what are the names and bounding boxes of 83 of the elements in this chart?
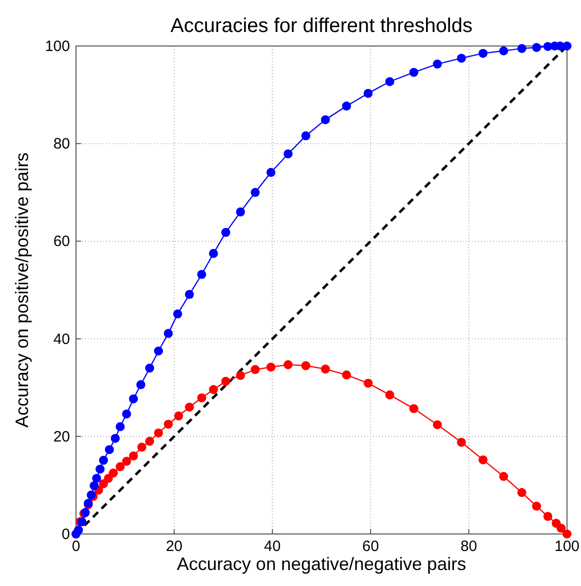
point bbox=[90, 481, 99, 490]
point bbox=[409, 404, 418, 414]
point bbox=[364, 88, 373, 98]
point bbox=[197, 270, 206, 279]
chart-title: Accuracies for different thresholds bbox=[170, 15, 473, 37]
point bbox=[92, 474, 102, 483]
point bbox=[208, 248, 218, 258]
point bbox=[456, 438, 466, 447]
point bbox=[409, 68, 418, 77]
point bbox=[197, 393, 206, 402]
x-tick-label: 20 bbox=[166, 538, 183, 555]
point bbox=[221, 376, 230, 386]
point bbox=[174, 411, 184, 420]
point bbox=[342, 370, 352, 380]
y-axis-title: Accuracy on positive/positive pairs bbox=[12, 152, 32, 428]
point bbox=[478, 48, 488, 58]
point bbox=[478, 455, 488, 464]
y-tick-label: 100 bbox=[44, 38, 70, 55]
point bbox=[108, 468, 118, 478]
point bbox=[145, 436, 154, 446]
point bbox=[320, 364, 330, 374]
point bbox=[136, 380, 146, 390]
point bbox=[499, 46, 508, 56]
point bbox=[164, 328, 173, 338]
point bbox=[145, 364, 154, 373]
point bbox=[154, 428, 163, 438]
point bbox=[364, 378, 373, 388]
x-tick-label: 40 bbox=[264, 538, 281, 555]
y-tick-label: 80 bbox=[53, 136, 70, 153]
point bbox=[110, 434, 120, 443]
point bbox=[184, 402, 194, 412]
point bbox=[74, 526, 83, 535]
point bbox=[96, 464, 105, 474]
x-tick-label: 0 bbox=[72, 538, 80, 555]
point bbox=[116, 422, 125, 432]
point bbox=[432, 60, 442, 69]
x-tick-label: 100 bbox=[554, 538, 580, 555]
x-tick-label: 60 bbox=[362, 538, 379, 555]
point bbox=[562, 42, 572, 50]
y-tick-label: 0 bbox=[62, 526, 70, 543]
point bbox=[301, 131, 310, 140]
point bbox=[250, 365, 260, 374]
point bbox=[116, 462, 125, 472]
point bbox=[154, 346, 163, 356]
point bbox=[432, 420, 442, 430]
point bbox=[221, 228, 230, 237]
point bbox=[122, 409, 132, 418]
point bbox=[122, 456, 132, 466]
point bbox=[236, 370, 245, 380]
y-tick-label: 20 bbox=[53, 428, 70, 446]
point bbox=[266, 168, 276, 177]
point bbox=[499, 472, 508, 481]
point bbox=[456, 54, 466, 63]
point bbox=[556, 524, 566, 533]
point bbox=[128, 451, 138, 460]
point bbox=[164, 420, 173, 429]
point bbox=[208, 385, 218, 394]
point bbox=[517, 44, 526, 53]
x-tick-label: 80 bbox=[460, 538, 478, 555]
point bbox=[532, 502, 542, 511]
y-tick-label: 60 bbox=[53, 233, 70, 250]
point bbox=[250, 188, 260, 197]
point bbox=[284, 149, 293, 158]
point bbox=[320, 115, 330, 124]
point bbox=[236, 207, 245, 216]
point bbox=[342, 102, 352, 111]
point bbox=[184, 290, 194, 299]
point bbox=[137, 442, 146, 452]
point bbox=[104, 445, 114, 454]
point bbox=[562, 530, 572, 538]
point bbox=[543, 512, 552, 521]
point bbox=[517, 488, 526, 498]
point bbox=[385, 77, 394, 86]
x-axis-title: Accuracy on negative/negative pairs bbox=[176, 554, 466, 574]
point bbox=[128, 394, 138, 404]
point bbox=[98, 456, 108, 465]
point bbox=[284, 360, 293, 370]
point bbox=[173, 309, 182, 318]
point bbox=[532, 42, 542, 52]
point bbox=[385, 390, 394, 400]
point bbox=[301, 361, 310, 370]
y-tick-label: 40 bbox=[53, 330, 70, 348]
point bbox=[266, 362, 276, 372]
